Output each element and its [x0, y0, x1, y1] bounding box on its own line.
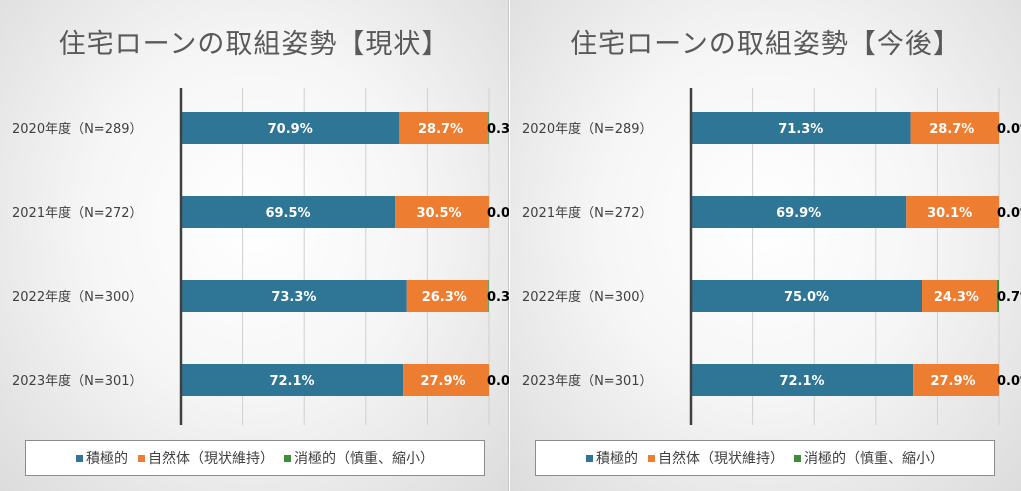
- category-label: 2022年度（N=300）: [12, 289, 143, 305]
- bar-natural: [922, 280, 997, 312]
- bar-active: [181, 364, 404, 396]
- category-label: 2021年度（N=272）: [12, 205, 143, 221]
- data-label-cautious: 0.3%: [487, 122, 509, 137]
- data-label-natural: 27.9%: [420, 374, 465, 389]
- bar-cautious: [487, 280, 489, 312]
- bar-active: [181, 280, 407, 312]
- data-label-active: 69.9%: [776, 206, 821, 221]
- legend-label-natural: 自然体（現状維持）: [658, 451, 784, 467]
- bar-natural: [395, 196, 489, 228]
- bar-natural: [906, 196, 999, 228]
- bar-active: [691, 280, 922, 312]
- category-label: 2023年度（N=301）: [522, 373, 653, 389]
- bar-cautious: [996, 280, 999, 312]
- data-label-cautious: 0.0%: [997, 122, 1021, 137]
- chart-title-future: 住宅ローンの取組姿勢【今後】: [570, 29, 961, 60]
- category-label: 2022年度（N=300）: [522, 289, 653, 305]
- data-label-natural: 27.9%: [930, 374, 975, 389]
- data-label-active: 70.9%: [268, 122, 313, 137]
- bar-cautious: [487, 112, 489, 144]
- legend-swatch-active: [76, 454, 83, 462]
- legend-item-active: 積極的: [76, 448, 128, 468]
- plot-area-future: 2020年度（N=289） 71.3% 28.7% 0.0% 2021年度（N=272）…: [522, 88, 1021, 425]
- legend-swatch-cautious: [284, 454, 291, 462]
- data-label-cautious: 0.3%: [487, 290, 509, 305]
- bar-active: [691, 112, 911, 144]
- bar-natural: [406, 280, 488, 312]
- bar-natural: [913, 364, 999, 396]
- data-label-active: 73.3%: [271, 290, 316, 305]
- data-label-active: 71.3%: [778, 122, 823, 137]
- legend-label-cautious: 消極的（慎重、縮小）: [804, 451, 944, 467]
- legend-item-natural: 自然体（現状維持）: [648, 448, 784, 468]
- legend-item-active: 積極的: [586, 448, 638, 468]
- legend-label-active: 積極的: [86, 451, 128, 467]
- legend-label-active: 積極的: [596, 451, 638, 467]
- legend-item-cautious: 消極的（慎重、縮小）: [284, 448, 434, 468]
- data-label-natural: 24.3%: [934, 290, 979, 305]
- bar-active: [691, 196, 907, 228]
- data-label-active: 75.0%: [784, 290, 829, 305]
- legend-future: 積極的 自然体（現状維持） 消極的（慎重、縮小）: [535, 440, 995, 476]
- bar-natural: [910, 112, 999, 144]
- legend-item-natural: 自然体（現状維持）: [138, 448, 274, 468]
- data-label-natural: 30.5%: [416, 206, 461, 221]
- legend-swatch-active: [586, 454, 593, 462]
- data-label-natural: 28.7%: [929, 122, 974, 137]
- data-label-cautious: 0.0%: [997, 206, 1021, 221]
- legend-swatch-cautious: [794, 454, 801, 462]
- data-label-natural: 28.7%: [418, 122, 463, 137]
- legend-label-cautious: 消極的（慎重、縮小）: [294, 451, 434, 467]
- data-label-active: 72.1%: [269, 374, 314, 389]
- chart-panel-future: 住宅ローンの取組姿勢【今後】 2020年度（N=289） 71.3% 28.7% 0.…: [510, 0, 1021, 491]
- bar-active: [691, 364, 914, 396]
- legend-swatch-natural: [648, 454, 655, 462]
- data-label-natural: 30.1%: [927, 206, 972, 221]
- category-label: 2020年度（N=289）: [522, 121, 653, 137]
- bar-natural: [403, 364, 489, 396]
- plot-area-current: 2020年度（N=289） 70.9% 28.7% 0.3% 2021年度（N=272）…: [12, 88, 509, 425]
- data-label-cautious: 0.0%: [997, 374, 1021, 389]
- category-label: 2021年度（N=272）: [522, 205, 653, 221]
- data-label-active: 69.5%: [265, 206, 310, 221]
- chart-panel-current: 住宅ローンの取組姿勢【現状】 2020年度（N=289） 70.9% 28.7% 0.…: [0, 0, 509, 491]
- category-label: 2023年度（N=301）: [12, 373, 143, 389]
- legend-current: 積極的 自然体（現状維持） 消極的（慎重、縮小）: [25, 440, 485, 476]
- data-label-cautious: 0.7%: [997, 290, 1021, 305]
- legend-label-natural: 自然体（現状維持）: [148, 451, 274, 467]
- chart-title-current: 住宅ローンの取組姿勢【現状】: [58, 29, 450, 60]
- bar-active: [181, 196, 396, 228]
- legend-swatch-natural: [138, 454, 145, 462]
- bar-natural: [399, 112, 488, 144]
- legend-item-cautious: 消極的（慎重、縮小）: [794, 448, 944, 468]
- bar-active: [181, 112, 400, 144]
- data-label-cautious: 0.0%: [487, 374, 509, 389]
- data-label-cautious: 0.0%: [487, 206, 509, 221]
- data-label-natural: 26.3%: [422, 290, 467, 305]
- category-label: 2020年度（N=289）: [12, 121, 143, 137]
- data-label-active: 72.1%: [779, 374, 824, 389]
